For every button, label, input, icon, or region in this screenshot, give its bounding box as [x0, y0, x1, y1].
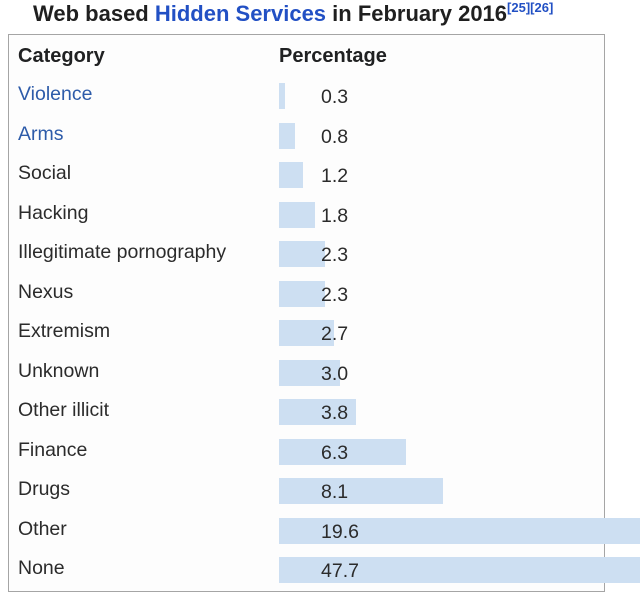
percentage-value: 2.3 — [321, 283, 349, 306]
row-label: Other illicit — [18, 399, 110, 421]
table-rows: Violence 0.3 Arms 0.8 Social 1.2 Hacking… — [9, 77, 640, 591]
table-row: Arms 0.8 — [9, 117, 604, 157]
title-text-suffix: in February 2016 — [326, 1, 508, 26]
percentage-value: 3.8 — [321, 402, 349, 424]
row-label: Drugs — [18, 478, 71, 500]
percentage-value: 1.8 — [321, 204, 349, 227]
percentage-bar — [279, 83, 285, 109]
table-row: Illegitimate pornography 2.3 — [9, 235, 604, 275]
percentage-bar — [279, 162, 303, 188]
percentage-bar — [279, 399, 356, 425]
title-link-hidden-services[interactable]: Hidden Services — [154, 1, 327, 26]
percentage-value: 2.3 — [321, 244, 349, 266]
percentage-bar — [279, 280, 325, 307]
table-row: Drugs 8.1 — [9, 472, 604, 512]
percentage-value: 19.6 — [321, 520, 359, 543]
table-row: Other illicit 3.8 — [9, 393, 604, 433]
percentage-bar — [279, 478, 443, 504]
hidden-services-table: Category Percentage Violence 0.3 Arms 0.… — [8, 34, 640, 592]
table-row: None 47.7 — [9, 551, 640, 591]
percentage-value: 6.3 — [321, 441, 349, 464]
row-label: Nexus — [18, 280, 74, 303]
table-row: Hacking 1.8 — [9, 196, 604, 236]
row-label: Extremism — [18, 320, 111, 342]
percentage-bar — [279, 438, 406, 465]
percentage-bar — [279, 359, 340, 386]
row-label: None — [18, 557, 65, 579]
percentage-value: 47.7 — [321, 560, 359, 582]
table-row: Finance 6.3 — [9, 433, 604, 473]
table-row: Violence 0.3 — [9, 77, 604, 117]
page-title: Web based Hidden Services in February 20… — [33, 1, 553, 27]
percentage-value: 1.2 — [321, 165, 349, 187]
citation-ref-26[interactable]: [26] — [530, 0, 554, 15]
table-row: Unknown 3.0 — [9, 354, 604, 394]
row-label: Illegitimate pornography — [18, 241, 227, 263]
table-row: Other 19.6 — [9, 512, 640, 552]
title-text-prefix: Web based — [33, 1, 155, 26]
row-label: Other — [18, 517, 67, 540]
percentage-bar — [279, 241, 325, 267]
table-row: Extremism 2.7 — [9, 314, 604, 354]
citation-ref-25[interactable]: [25] — [507, 0, 531, 15]
column-header-percentage: Percentage — [279, 45, 387, 67]
percentage-value: 0.8 — [321, 125, 349, 148]
percentage-value: 8.1 — [321, 481, 349, 503]
percentage-value: 3.0 — [321, 362, 349, 385]
percentage-value: 0.3 — [321, 86, 349, 108]
row-label: Finance — [18, 438, 88, 461]
row-label: Hacking — [18, 201, 89, 224]
percentage-value: 2.7 — [321, 323, 349, 345]
percentage-bar — [279, 201, 315, 228]
percentage-bar — [279, 122, 295, 149]
percentage-bar — [279, 320, 334, 346]
row-label: Unknown — [18, 359, 100, 382]
row-label-link[interactable]: Arms — [18, 122, 64, 145]
percentage-bar — [279, 557, 640, 583]
row-label-link[interactable]: Violence — [18, 83, 93, 105]
percentage-bar — [279, 517, 640, 544]
citation-superscripts: [25][26] — [507, 0, 553, 15]
row-label: Social — [18, 162, 72, 184]
column-header-category: Category — [18, 45, 105, 67]
table-row: Nexus 2.3 — [9, 275, 604, 315]
table-row: Social 1.2 — [9, 156, 604, 196]
